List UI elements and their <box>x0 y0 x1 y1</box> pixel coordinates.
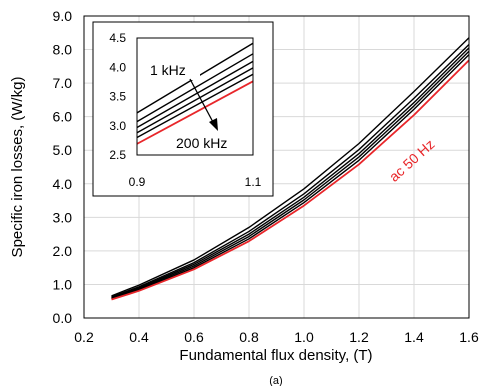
y-tick-label: 1.0 <box>53 276 73 292</box>
y-tick-label: 6.0 <box>53 109 73 125</box>
x-axis-title: Fundamental flux density, (T) <box>179 347 372 364</box>
inset-y-tick-label: 3.0 <box>109 119 126 133</box>
series-line-5 <box>111 54 470 300</box>
series-line-2 <box>111 44 470 298</box>
inset-annotation-200khz: 200 kHz <box>176 135 227 151</box>
series-line-3 <box>111 47 470 299</box>
y-tick-label: 7.0 <box>53 75 73 91</box>
inset-background <box>92 21 274 197</box>
series-line-4 <box>111 50 470 299</box>
x-tick-label: 0.6 <box>184 329 204 345</box>
inset-x-tick-labels: 0.9 1.1 <box>129 175 262 189</box>
y-tick-label: 9.0 <box>53 8 73 24</box>
inset-y-tick-label: 4.0 <box>109 60 126 74</box>
inset-x-tick-label: 0.9 <box>129 175 146 189</box>
inset-y-tick-labels: 2.5 3.0 3.5 4.0 4.5 <box>109 31 126 162</box>
x-tick-label: 1.2 <box>349 329 369 345</box>
y-tick-label: 3.0 <box>53 209 73 225</box>
figure-caption: (a) <box>269 375 282 386</box>
x-tick-label: 1.6 <box>459 329 479 345</box>
y-axis-title: Specific iron losses, (W/kg) <box>9 77 26 258</box>
inset-arrow-head <box>209 118 218 131</box>
ac-50hz-annotation: ac 50 Hz <box>386 136 438 185</box>
series-line-1 <box>111 37 470 297</box>
series-line-6 <box>111 59 470 301</box>
x-tick-label: 0.2 <box>74 329 94 345</box>
inset-y-tick-label: 2.5 <box>109 148 126 162</box>
plot-frame <box>83 15 470 319</box>
inset-series-line-6 <box>136 80 254 145</box>
inset-plot-frame <box>136 37 254 156</box>
y-tick-label: 4.0 <box>53 176 73 192</box>
x-tick-label: 0.8 <box>239 329 259 345</box>
x-tick-label: 1.0 <box>294 329 314 345</box>
inset-series-line-3 <box>136 60 254 129</box>
inset-y-tick-label: 4.5 <box>109 31 126 45</box>
y-tick-label: 8.0 <box>53 42 73 58</box>
x-tick-labels: 0.2 0.4 0.6 0.8 1.0 1.2 1.4 1.6 <box>74 329 479 345</box>
x-tick-label: 1.4 <box>404 329 424 345</box>
inset-series-line-4 <box>136 67 254 134</box>
inset-y-tick-label: 3.5 <box>109 90 126 104</box>
inset-x-tick-label: 1.1 <box>245 175 262 189</box>
inset-label-bg-top <box>148 60 200 80</box>
inset-series-line-5 <box>136 73 254 139</box>
inset-zoom-chart: 2.5 3.0 3.5 4.0 4.5 0.9 1.1 1 kHz 200 kHz <box>92 21 274 197</box>
y-tick-label: 5.0 <box>53 142 73 158</box>
inset-arrow-shaft <box>189 78 215 125</box>
x-tick-label: 0.4 <box>129 329 149 345</box>
y-tick-label: 0.0 <box>53 310 73 326</box>
y-tick-labels: 0.0 1.0 2.0 3.0 4.0 5.0 6.0 7.0 8.0 9.0 <box>53 8 73 326</box>
inset-annotation-1khz: 1 kHz <box>150 62 186 78</box>
main-series-group <box>111 37 470 301</box>
inset-label-bg-bottom <box>174 132 248 152</box>
y-tick-label: 2.0 <box>53 243 73 259</box>
